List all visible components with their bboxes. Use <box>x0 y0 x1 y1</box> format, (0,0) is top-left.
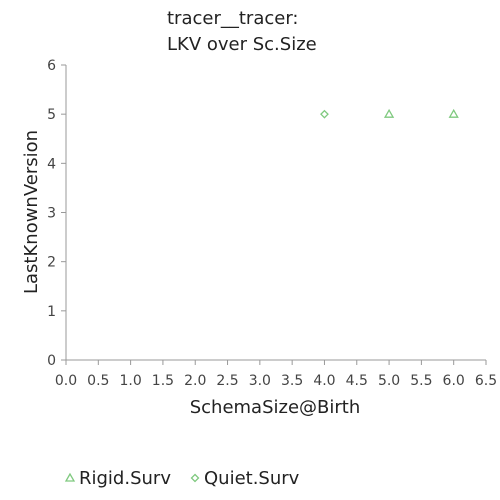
x-axis-label: SchemaSize@Birth <box>190 397 361 418</box>
legend-marker <box>190 473 200 483</box>
data-point <box>383 108 395 118</box>
x-tick-label: 6.0 <box>443 373 465 389</box>
x-tick-label: 4.0 <box>313 373 335 389</box>
data-point <box>320 109 329 119</box>
y-tick-label: 5 <box>47 107 56 123</box>
x-tick-label: 2.5 <box>216 373 238 389</box>
x-tick-label: 0.0 <box>55 373 77 389</box>
legend-marker <box>64 472 76 482</box>
legend-label: Rigid.Surv <box>79 468 171 489</box>
y-axis-ticks: 0 1 2 3 4 5 6 <box>47 58 66 369</box>
x-tick-label: 6.5 <box>475 373 497 389</box>
y-tick-label: 1 <box>47 304 56 320</box>
data-points <box>320 108 459 119</box>
x-tick-label: 5.0 <box>378 373 400 389</box>
chart-title: tracer__tracer: LKV over Sc.Size <box>167 8 317 55</box>
y-axis-label: LastKnownVersion <box>21 130 42 294</box>
chart-title-line-2: LKV over Sc.Size <box>167 34 317 55</box>
y-tick-label: 3 <box>47 206 56 222</box>
y-tick-label: 4 <box>47 156 56 172</box>
x-tick-label: 1.5 <box>152 373 174 389</box>
x-tick-label: 3.5 <box>281 373 303 389</box>
x-tick-label: 1.0 <box>119 373 141 389</box>
y-tick-label: 2 <box>47 255 56 271</box>
x-tick-label: 5.5 <box>410 373 432 389</box>
x-axis-ticks: 0.0 0.5 1.0 1.5 2.0 2.5 3.0 3.5 4.0 4.5 5.0 5.5 6.0 6… <box>55 360 497 389</box>
x-tick-label: 4.5 <box>346 373 368 389</box>
y-tick-label: 6 <box>47 58 56 74</box>
x-tick-label: 3.0 <box>249 373 271 389</box>
legend-label: Quiet.Surv <box>204 468 300 489</box>
data-point <box>448 108 459 118</box>
chart-title-line-1: tracer__tracer: <box>167 8 298 29</box>
y-tick-label: 0 <box>47 353 56 369</box>
legend: Rigid.Surv Quiet.Surv <box>64 468 300 489</box>
x-tick-label: 2.0 <box>184 373 206 389</box>
x-tick-label: 0.5 <box>87 373 109 389</box>
plot-area: 0.0 0.5 1.0 1.5 2.0 2.5 3.0 3.5 4.0 4.5 5.0 5.5 6.0 6… <box>47 58 497 389</box>
